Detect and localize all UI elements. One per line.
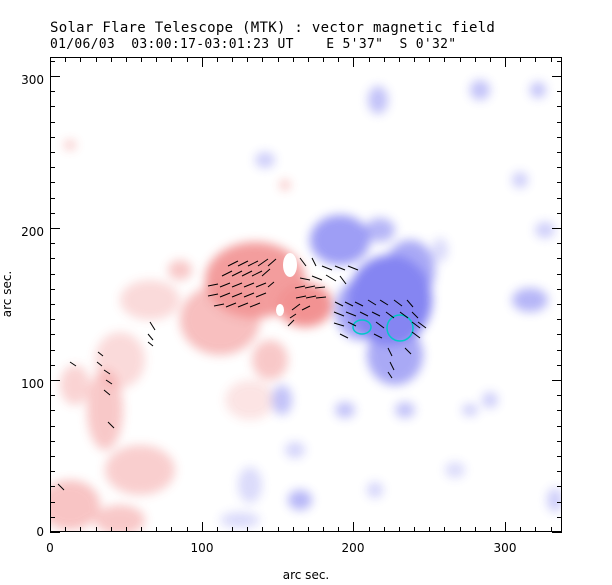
x-tick-labels: 0 100 200 300	[46, 541, 516, 555]
axes-frame	[50, 57, 562, 532]
observation-info: 01/06/03 03:00:17-03:01:23 UT E 5'37" S …	[50, 37, 457, 52]
x-tick-label: 200	[342, 541, 365, 555]
figure-title: Solar Flare Telescope (MTK) : vector mag…	[50, 20, 496, 36]
y-tick-label: 100	[21, 377, 44, 391]
x-tick-label: 0	[46, 541, 54, 555]
magnetic-field-image	[50, 80, 562, 532]
x-axis-label: arc sec.	[283, 568, 329, 582]
neutral-line-gaps	[276, 253, 297, 316]
contour-lines	[352, 314, 414, 342]
x-tick-label: 300	[494, 541, 517, 555]
y-axis-label: arc sec.	[0, 271, 14, 317]
y-tick-label: 200	[21, 225, 44, 239]
y-tick-labels: 0 100 200 300	[21, 73, 44, 539]
y-tick-label: 0	[36, 525, 44, 539]
axis-ticks	[50, 57, 562, 533]
y-tick-label: 300	[21, 73, 44, 87]
x-tick-label: 100	[191, 541, 214, 555]
transverse-field-vectors	[57, 257, 427, 491]
positive-polarity-region	[50, 140, 333, 532]
